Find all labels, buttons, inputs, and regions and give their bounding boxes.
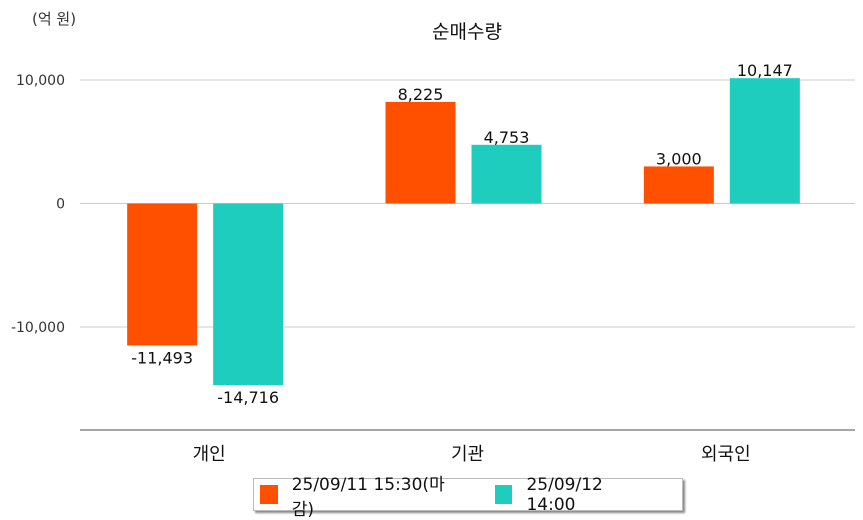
data-label: 10,147 [737, 61, 793, 80]
bar [729, 78, 800, 204]
legend-item[interactable]: 25/09/12 14:00 [494, 474, 648, 515]
chart-title: 순매수량 [432, 21, 502, 43]
y-tick-label: 0 [56, 197, 65, 213]
legend-item[interactable]: 25/09/11 15:30(마감) [260, 470, 455, 520]
unit-label: (억 원) [32, 10, 76, 28]
legend-label: 25/09/11 15:30(마감) [291, 474, 445, 520]
bar [127, 203, 198, 346]
bar [385, 101, 456, 204]
legend-swatch [260, 485, 278, 504]
data-label: -14,716 [217, 388, 279, 407]
data-label: -11,493 [131, 348, 193, 367]
bar [213, 203, 284, 386]
y-tick-label: -10,000 [11, 320, 65, 336]
data-label: 4,753 [484, 128, 530, 147]
legend-swatch [494, 485, 513, 504]
data-label: 3,000 [656, 149, 702, 168]
chart-svg: (억 원) 순매수량 10,000 0 -10,000 개인 -11,493 -14,71… [11, 10, 855, 465]
bar [643, 166, 714, 204]
bar [471, 144, 542, 204]
x-tick-label: 기관 [451, 444, 484, 465]
y-tick-label: 10,000 [16, 73, 65, 89]
data-label: 8,225 [398, 85, 444, 104]
legend: 25/09/11 15:30(마감) 25/09/12 14:00 [253, 475, 683, 520]
x-tick-label: 개인 [193, 444, 226, 465]
x-tick-label: 외국인 [701, 444, 751, 465]
legend-label: 25/09/12 14:00 [526, 474, 603, 515]
